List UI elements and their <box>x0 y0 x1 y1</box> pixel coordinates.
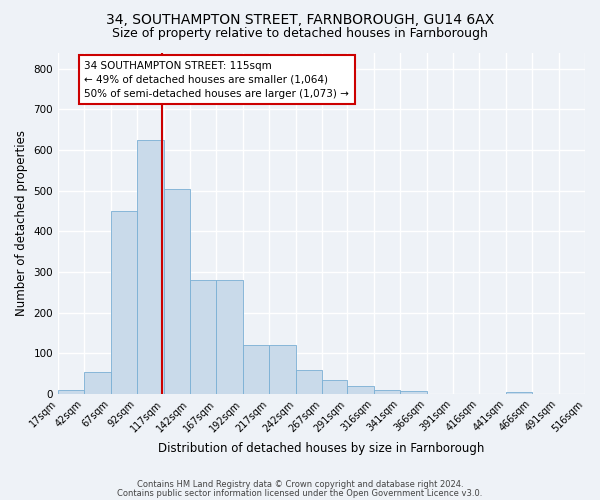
Bar <box>400 391 427 394</box>
Bar <box>322 380 347 394</box>
Y-axis label: Number of detached properties: Number of detached properties <box>15 130 28 316</box>
Text: 34 SOUTHAMPTON STREET: 115sqm
← 49% of detached houses are smaller (1,064)
50% o: 34 SOUTHAMPTON STREET: 115sqm ← 49% of d… <box>85 60 349 98</box>
Text: Size of property relative to detached houses in Farnborough: Size of property relative to detached ho… <box>112 28 488 40</box>
Bar <box>111 211 137 394</box>
Text: Contains public sector information licensed under the Open Government Licence v3: Contains public sector information licen… <box>118 488 482 498</box>
Text: 34, SOUTHAMPTON STREET, FARNBOROUGH, GU14 6AX: 34, SOUTHAMPTON STREET, FARNBOROUGH, GU1… <box>106 12 494 26</box>
Bar <box>58 390 85 394</box>
Bar <box>374 390 400 394</box>
Bar <box>506 392 532 394</box>
Bar <box>85 372 111 394</box>
Bar <box>296 370 322 394</box>
Bar <box>137 140 164 394</box>
Bar <box>269 345 296 394</box>
X-axis label: Distribution of detached houses by size in Farnborough: Distribution of detached houses by size … <box>158 442 485 455</box>
Bar <box>217 280 243 394</box>
Bar <box>190 280 217 394</box>
Bar <box>347 386 374 394</box>
Bar <box>164 188 190 394</box>
Text: Contains HM Land Registry data © Crown copyright and database right 2024.: Contains HM Land Registry data © Crown c… <box>137 480 463 489</box>
Bar <box>243 345 269 394</box>
